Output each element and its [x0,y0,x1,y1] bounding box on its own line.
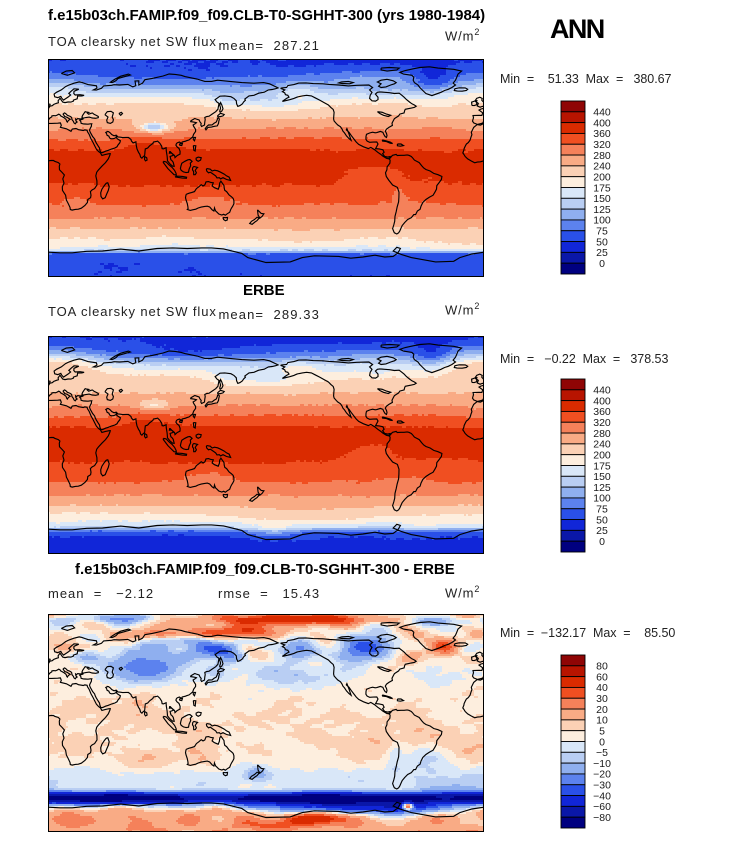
svg-text:360: 360 [593,406,611,418]
svg-text:5: 5 [599,726,605,738]
svg-text:0: 0 [599,736,605,748]
svg-text:25: 25 [596,525,608,537]
svg-text:400: 400 [593,117,611,129]
svg-text:320: 320 [593,417,611,429]
svg-text:75: 75 [596,226,608,238]
svg-text:150: 150 [593,471,611,483]
svg-text:30: 30 [596,693,608,705]
svg-text:−60: −60 [593,801,611,813]
svg-text:0: 0 [599,536,605,548]
svg-text:125: 125 [593,482,611,494]
svg-text:240: 240 [593,439,611,451]
svg-text:−20: −20 [593,769,611,781]
svg-text:175: 175 [593,182,611,194]
svg-text:100: 100 [593,493,611,505]
svg-text:60: 60 [596,671,608,683]
svg-text:440: 440 [593,385,611,397]
svg-text:−40: −40 [593,790,611,802]
svg-text:50: 50 [596,236,608,248]
svg-text:−30: −30 [593,780,611,792]
svg-text:10: 10 [596,715,608,727]
svg-text:75: 75 [596,504,608,516]
svg-text:125: 125 [593,204,611,216]
svg-text:−10: −10 [593,758,611,770]
svg-text:200: 200 [593,450,611,462]
svg-text:360: 360 [593,128,611,140]
svg-text:320: 320 [593,139,611,151]
svg-text:20: 20 [596,704,608,716]
svg-text:400: 400 [593,395,611,407]
svg-text:240: 240 [593,161,611,173]
svg-text:175: 175 [593,460,611,472]
svg-text:25: 25 [596,247,608,259]
svg-text:150: 150 [593,193,611,205]
svg-text:−5: −5 [596,747,608,759]
svg-text:440: 440 [593,107,611,119]
svg-text:−80: −80 [593,812,611,824]
svg-text:50: 50 [596,514,608,526]
svg-text:280: 280 [593,150,611,162]
svg-text:100: 100 [593,215,611,227]
svg-text:40: 40 [596,682,608,694]
svg-text:80: 80 [596,661,608,673]
svg-text:200: 200 [593,172,611,184]
svg-text:0: 0 [599,258,605,270]
svg-text:280: 280 [593,428,611,440]
